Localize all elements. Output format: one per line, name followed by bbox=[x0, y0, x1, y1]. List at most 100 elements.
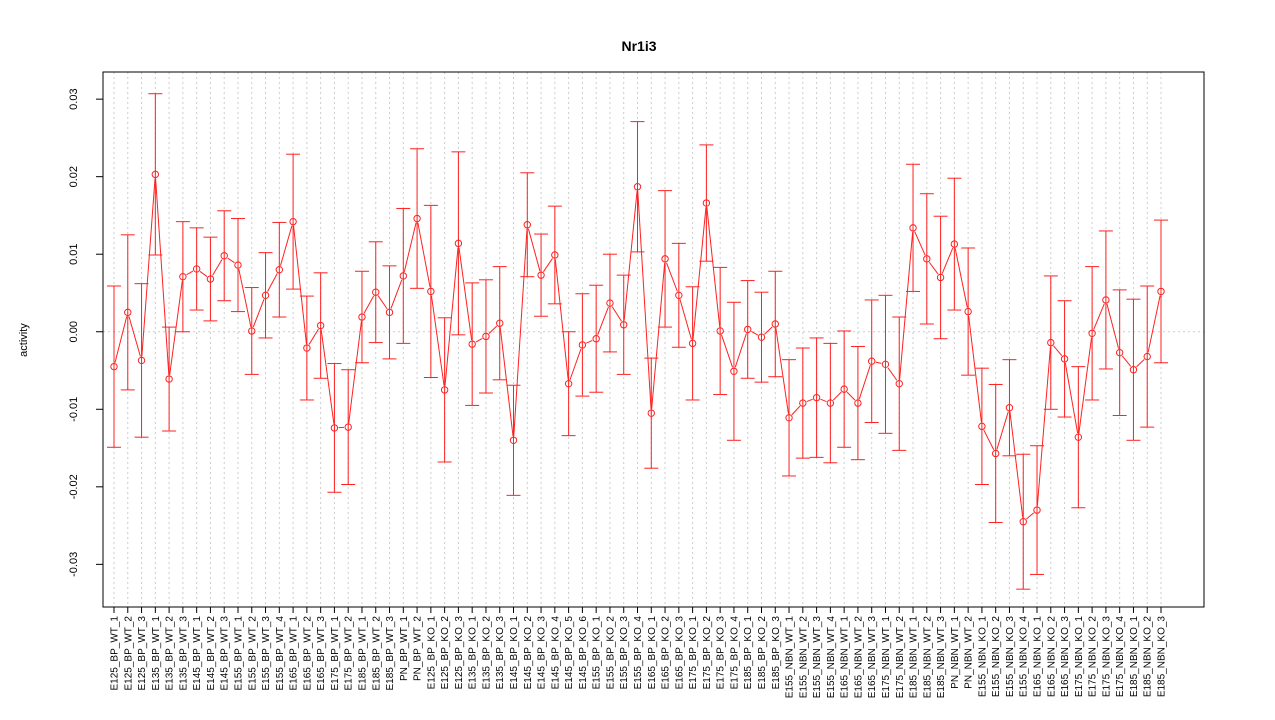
data-point bbox=[1005, 404, 1014, 412]
data-point bbox=[881, 360, 890, 369]
x-tick-label: E165_NBN_WT_2 bbox=[853, 616, 864, 699]
series-segment bbox=[499, 327, 514, 437]
data-point bbox=[564, 379, 573, 388]
series-segment bbox=[1064, 362, 1079, 434]
data-point bbox=[688, 339, 697, 348]
data-point bbox=[206, 275, 215, 283]
x-tick-label: E155_BP_KO_1 bbox=[592, 616, 603, 690]
data-point bbox=[633, 183, 642, 191]
x-tick-label: E165_NBN_KO_1 bbox=[1033, 616, 1044, 698]
series-segment bbox=[954, 248, 968, 308]
series-segment bbox=[169, 280, 183, 375]
x-tick-label: E155_NBN_WT_4 bbox=[826, 616, 837, 699]
x-tick-label: E155_BP_WT_2 bbox=[247, 616, 258, 691]
data-point bbox=[978, 422, 986, 431]
data-point bbox=[413, 214, 421, 223]
data-point bbox=[261, 291, 270, 300]
x-tick-label: E165_BP_KO_1 bbox=[647, 616, 658, 690]
series-segment bbox=[651, 263, 666, 410]
series-segment bbox=[141, 178, 156, 357]
series-segment bbox=[543, 258, 553, 272]
error-bars bbox=[107, 93, 1168, 590]
x-tick-label: E145_BP_KO_3 bbox=[537, 616, 548, 690]
series-segment bbox=[363, 295, 375, 314]
x-tick-label: E145_BP_KO_2 bbox=[523, 616, 534, 690]
series-segment bbox=[597, 306, 609, 335]
x-tick-label: E185_NBN_KO_2 bbox=[1143, 616, 1154, 698]
series-segment bbox=[858, 365, 871, 400]
x-tick-label: PN_NBN_WT_2 bbox=[964, 616, 975, 689]
x-tick-label: E165_BP_WT_3 bbox=[316, 616, 327, 691]
data-point bbox=[110, 362, 118, 371]
series-segment bbox=[252, 299, 265, 328]
series-segment bbox=[293, 225, 307, 344]
data-point bbox=[454, 239, 463, 248]
series-segment bbox=[1026, 512, 1035, 520]
x-tick-label: E175_NBN_KO_4 bbox=[1115, 616, 1126, 698]
series-segment bbox=[114, 316, 128, 363]
data-point bbox=[867, 357, 876, 365]
series-segment bbox=[806, 398, 813, 403]
series-segment bbox=[899, 231, 914, 380]
series-segment bbox=[706, 207, 721, 327]
x-tick-label: E155_NBN_WT_3 bbox=[812, 616, 823, 699]
y-tick-label: 0.00 bbox=[68, 321, 80, 342]
series-segment bbox=[679, 299, 692, 340]
x-tick-label: E135_BP_KO_1 bbox=[468, 616, 479, 690]
y-tick-label: -0.01 bbox=[68, 397, 80, 422]
x-tick-label: E165_NBN_WT_3 bbox=[867, 616, 878, 699]
data-point bbox=[248, 327, 256, 335]
series-segment bbox=[238, 269, 252, 327]
y-axis-label: activity bbox=[18, 323, 30, 357]
x-tick-label: E155_BP_WT_3 bbox=[261, 616, 272, 691]
series-segment bbox=[1147, 295, 1161, 353]
x-tick-label: E155_BP_WT_4 bbox=[275, 616, 286, 691]
x-tick-label: E155_BP_KO_2 bbox=[605, 616, 616, 690]
data-point bbox=[192, 265, 201, 273]
series-line bbox=[114, 178, 1161, 520]
series-segment bbox=[721, 334, 734, 368]
series-segment bbox=[983, 429, 995, 450]
x-tick-label: E165_BP_KO_2 bbox=[661, 616, 672, 690]
series-segment bbox=[1093, 303, 1105, 330]
data-point bbox=[385, 308, 394, 317]
series-segment bbox=[128, 316, 141, 357]
series-segment bbox=[212, 259, 223, 276]
data-point bbox=[702, 199, 711, 207]
x-tick-label: E175_BP_WT_2 bbox=[344, 616, 355, 691]
series-segment bbox=[155, 178, 170, 375]
x-tick-label: E175_NBN_KO_3 bbox=[1101, 616, 1112, 698]
x-tick-label: E185_BP_KO_3 bbox=[771, 616, 782, 690]
chart-title: Nr1i3 bbox=[621, 38, 656, 54]
data-point bbox=[606, 299, 614, 307]
series-segment bbox=[623, 190, 638, 321]
series-segment bbox=[928, 261, 939, 275]
series-segment bbox=[832, 391, 842, 401]
data-point bbox=[1157, 287, 1165, 296]
x-tick-label: E175_BP_KO_4 bbox=[729, 616, 740, 690]
series-segment bbox=[734, 333, 747, 368]
series-segment bbox=[764, 326, 773, 335]
data-point bbox=[620, 321, 628, 329]
data-point bbox=[1033, 506, 1041, 514]
x-tick-label: E135_BP_WT_3 bbox=[178, 616, 189, 691]
data-point bbox=[165, 375, 173, 383]
data-point bbox=[124, 308, 132, 317]
x-tick-label: E185_BP_WT_3 bbox=[385, 616, 396, 691]
x-tick-label: E155_NBN_KO_4 bbox=[1019, 616, 1030, 698]
series-segment bbox=[390, 279, 403, 309]
y-tick-label: 0.03 bbox=[68, 88, 80, 109]
series-segment bbox=[267, 273, 278, 292]
x-tick-label: E185_BP_KO_1 bbox=[743, 616, 754, 690]
x-tick-label: E165_NBN_KO_3 bbox=[1060, 616, 1071, 698]
data-point bbox=[275, 266, 284, 274]
data-point bbox=[537, 271, 545, 279]
series-segment bbox=[348, 321, 362, 424]
x-tick-label: E135_BP_WT_2 bbox=[165, 616, 176, 691]
series-segment bbox=[1136, 359, 1145, 368]
x-tick-label: E185_NBN_WT_3 bbox=[936, 616, 947, 699]
series-segment bbox=[1106, 303, 1120, 349]
x-tick-label: E185_BP_KO_2 bbox=[757, 616, 768, 690]
x-tick-label: PN_NBN_WT_1 bbox=[950, 616, 961, 689]
series-segment bbox=[279, 225, 293, 266]
